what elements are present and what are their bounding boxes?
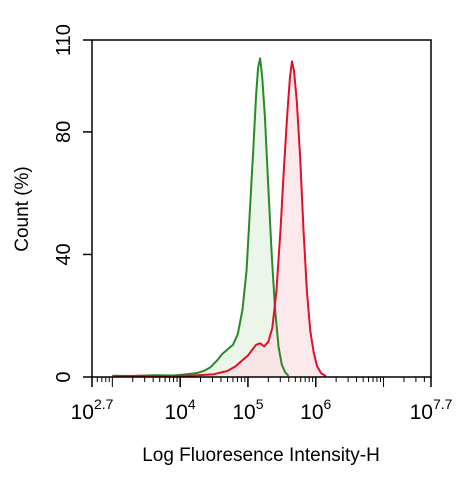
x-axis-label: Log Fluoresence Intensity-H xyxy=(142,445,380,466)
y-ticks: 0 40 80 110 xyxy=(53,24,92,383)
series-lines xyxy=(112,57,327,378)
x-tick-label: 104 xyxy=(165,396,196,424)
y-axis-label: Count (%) xyxy=(12,166,33,252)
series-1-area xyxy=(112,58,289,378)
x-tick-label: 102.7 xyxy=(71,396,114,424)
x-ticks: 102.7 104 105 106 107.7 xyxy=(71,377,453,424)
x-minor-ticks xyxy=(96,377,432,387)
x-tick-label: 106 xyxy=(300,396,331,424)
y-tick-label: 0 xyxy=(53,371,75,382)
x-tick-label: 107.7 xyxy=(410,396,453,424)
plot-frame xyxy=(91,39,432,378)
y-tick-label: 110 xyxy=(53,24,75,56)
series-1-line xyxy=(112,57,290,378)
series-fills xyxy=(112,58,326,378)
y-tick-label: 80 xyxy=(53,121,75,143)
series-2-area xyxy=(112,61,326,378)
x-tick-label: 105 xyxy=(232,396,263,424)
y-tick-label: 40 xyxy=(53,243,75,265)
series-2-line xyxy=(112,60,327,378)
